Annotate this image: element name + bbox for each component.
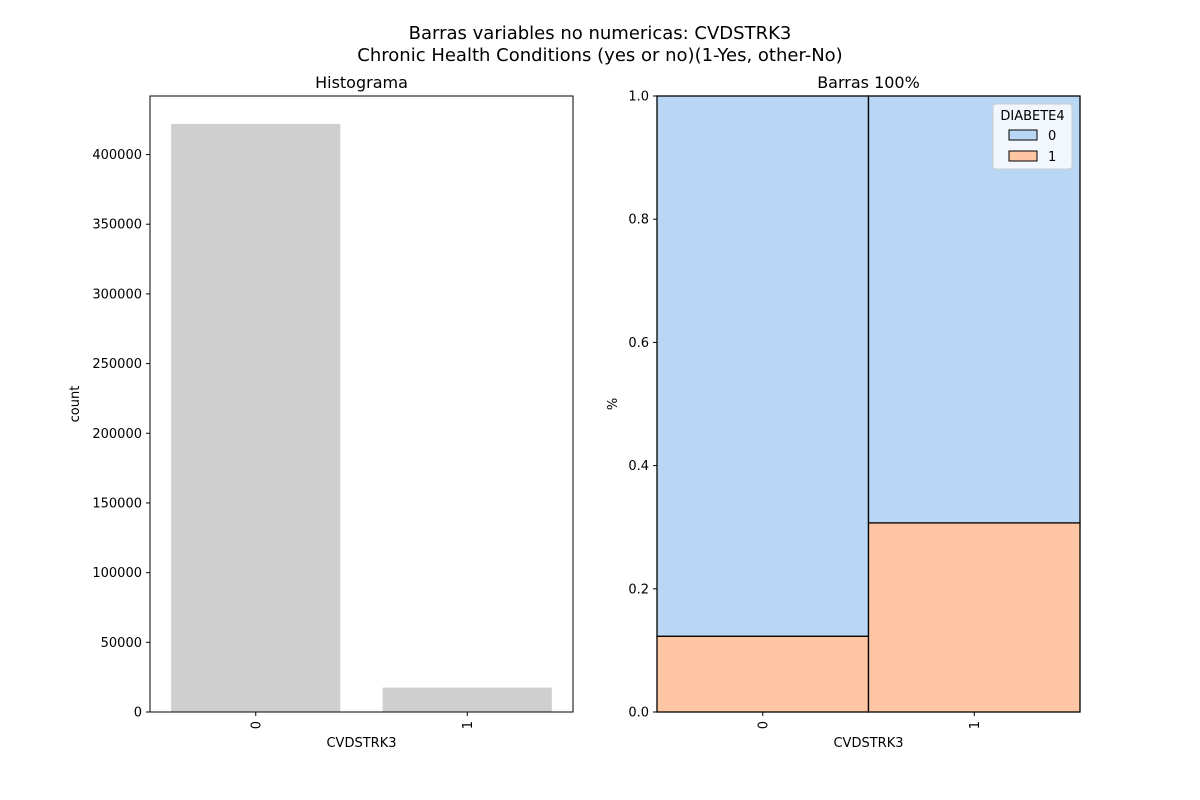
histogram-panel: Histograma count CVDSTRK3 0 50000 100000 15… [68,73,574,751]
histogram-title: Histograma [315,73,408,92]
stacked-xtick-label: 1 [968,721,983,729]
stacked-ytick-label: 0.6 [628,336,649,351]
legend-label-0: 0 [1048,129,1056,144]
stacked-bar-0-diabete-1 [656,635,870,713]
stacked-xlabel: CVDSTRK3 [833,736,903,751]
stacked-ytick-label: 1.0 [628,90,649,105]
stacked-bar-1-diabete-1 [867,522,1081,713]
histogram-ytick-label: 400000 [92,148,142,163]
figure-title-line2: Chronic Health Conditions (yes or no)(1-… [357,45,842,66]
histogram-ytick-label: 100000 [92,566,142,581]
stacked-bar-0-diabete-0 [656,95,870,637]
histogram-ytick-label: 300000 [92,287,142,302]
stacked-legend: DIABETE4 0 1 [992,103,1073,170]
stacked-ylabel: % [606,398,621,410]
histogram-xlabel: CVDSTRK3 [326,736,396,751]
histogram-xtick-label: 1 [461,721,476,729]
histogram-ytick-label: 350000 [92,218,142,233]
legend-swatch-1 [1008,150,1038,162]
histogram-axes-frame [149,95,574,713]
histogram-ytick-label: 250000 [92,357,142,372]
histogram-xtick-label: 0 [249,721,264,729]
histogram-ytick-label: 150000 [92,496,142,511]
legend-title: DIABETE4 [1000,109,1064,124]
histogram-ytick-label: 50000 [101,636,142,651]
stacked-title: Barras 100% [817,73,920,92]
stacked-xtick-label: 0 [756,721,771,729]
histogram-ytick-label: 200000 [92,427,142,442]
histogram-bar-1 [382,687,552,712]
stacked-ytick-label: 0.8 [628,213,649,228]
stacked-ytick-label: 0.4 [628,459,649,474]
stacked-ytick-label: 0.2 [628,582,649,597]
histogram-bar-0 [171,123,341,713]
stacked-axes-frame [656,95,1081,713]
histogram-ylabel: count [68,386,83,423]
legend-swatch-0 [1008,129,1038,141]
figure-title-line1: Barras variables no numericas: CVDSTRK3 [409,23,792,44]
stacked-panel: Barras 100% % CVDSTRK3 0.0 0.2 0.4 0.6 0.8 1.… [606,73,1081,751]
legend-label-1: 1 [1048,150,1056,165]
histogram-ytick-label: 0 [134,706,142,721]
stacked-ytick-label: 0.0 [628,706,649,721]
